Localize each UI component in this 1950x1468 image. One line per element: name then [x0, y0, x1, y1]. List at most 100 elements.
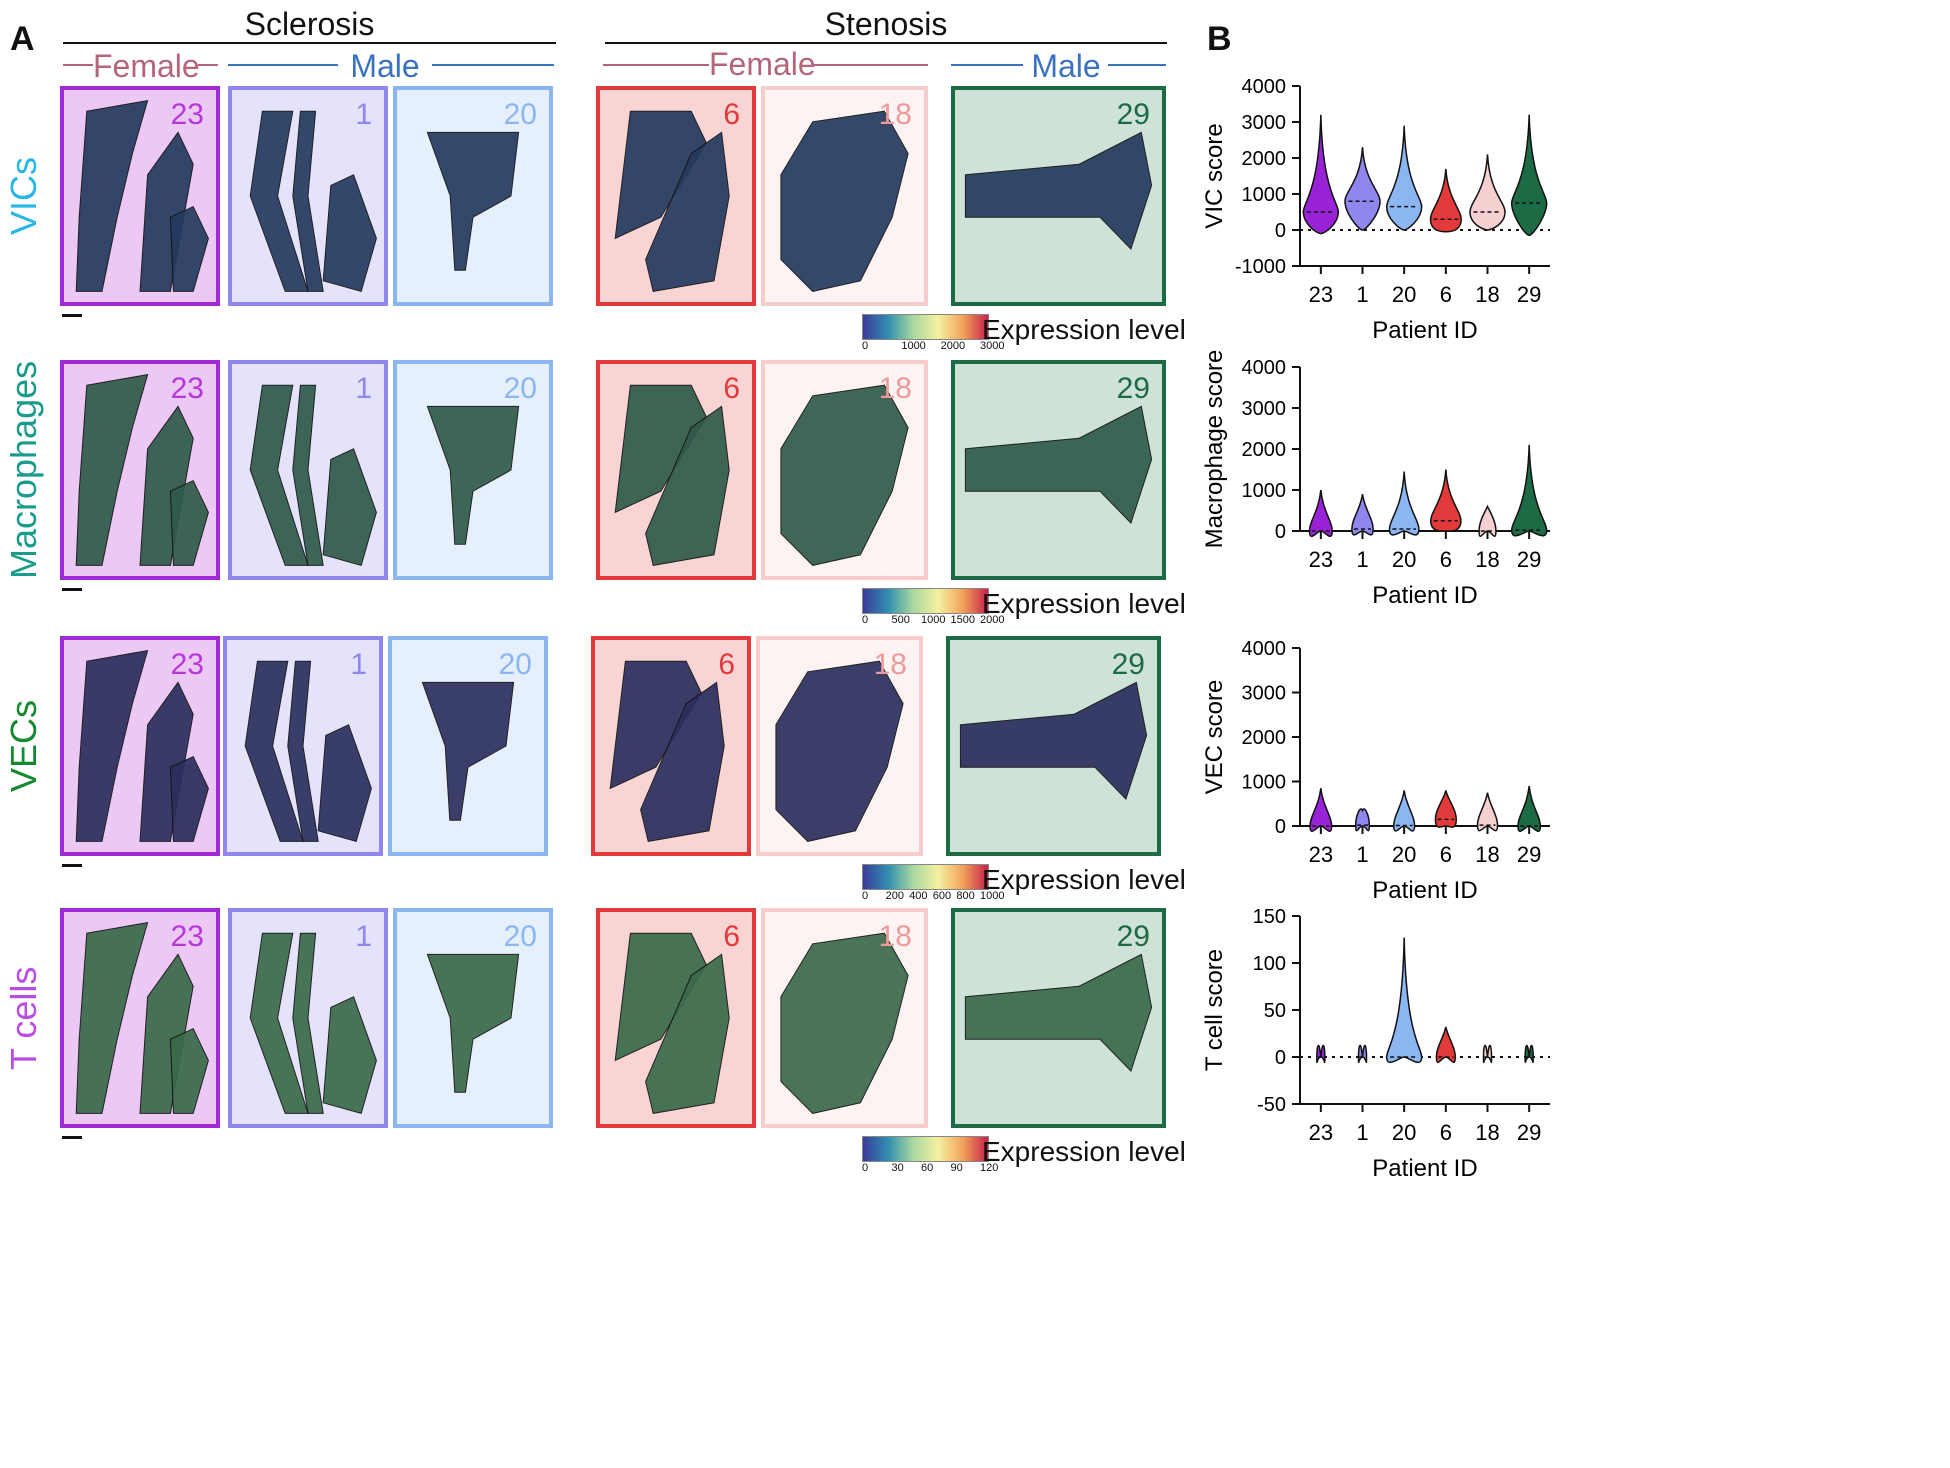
tissue-spot-region: [780, 932, 909, 1114]
violin-6: [1430, 469, 1462, 532]
tissue-section-23: [75, 373, 209, 566]
tissue-section-23: [75, 921, 209, 1114]
patient-id-label: 1: [355, 372, 372, 405]
expression-level-label: Expression level: [982, 314, 1186, 345]
tissue-spot-region: [426, 953, 520, 1093]
colorbar-tick: 1500: [950, 614, 975, 626]
tissue-tile-patient-23: 23: [60, 908, 220, 1128]
male-line-right: [432, 64, 554, 66]
tissue-section-20: [426, 405, 520, 545]
patient-id-label: 18: [878, 98, 912, 131]
tissue-spot-region: [645, 953, 730, 1114]
x-tick-label: 18: [1475, 547, 1499, 572]
row-label-t-cells: T cells: [3, 966, 44, 1070]
colorbar: [862, 864, 989, 890]
y-tick-label: 3000: [1242, 112, 1287, 134]
colorbar-ticks: 0 200 400 600 800 1000: [862, 890, 1004, 904]
expression-level-label: Expression level: [982, 864, 1186, 895]
colorbar-ticks: 0 1000 2000 3000: [862, 340, 1004, 354]
tissue-spot-region: [322, 174, 377, 293]
tissue-tile-patient-6: 6: [596, 908, 756, 1128]
tissue-spot-region: [964, 131, 1153, 250]
violin-plot-0: 4000 3000 2000 1000 0 -1000 VIC score 23 1 20 6 18 2…: [1201, 76, 1550, 344]
tissue-spot-region: [292, 110, 324, 292]
violin-6: [1429, 168, 1462, 233]
row-label-vecs: VECs: [3, 699, 44, 793]
y-tick-label: 2000: [1242, 727, 1287, 749]
violin-6: [1434, 790, 1457, 828]
tissue-tile-patient-23: 23: [60, 86, 220, 306]
patient-id-label: 23: [170, 372, 204, 405]
tissue-spot-region: [421, 681, 515, 821]
patient-id-label: 23: [170, 98, 204, 131]
tissue-tile-patient-18: 18: [761, 86, 928, 306]
male-line-left: [228, 64, 338, 66]
x-tick-label: 23: [1309, 282, 1333, 307]
violin-18: [1469, 154, 1506, 231]
y-tick-label: 1000: [1242, 772, 1287, 794]
patient-id-label: 18: [878, 920, 912, 953]
group-title-sclerosis: Sclerosis: [244, 6, 375, 42]
scale-bar: [62, 1136, 82, 1139]
x-tick-label: 1: [1356, 547, 1368, 572]
colorbar-tick: 2000: [980, 614, 1005, 626]
st-female-line-right: [814, 64, 928, 66]
violin-18: [1482, 1044, 1493, 1064]
tissue-spot-region: [292, 932, 324, 1114]
row-label-macrophages: Macrophages: [3, 360, 44, 580]
tissue-spot-region: [775, 660, 904, 842]
colorbar-tick: 1000: [901, 340, 926, 352]
tissue-section-18: [780, 384, 909, 566]
y-tick-label: -1000: [1235, 256, 1286, 278]
x-tick-label: 18: [1475, 282, 1499, 307]
y-axis-label: VEC score: [1201, 680, 1228, 795]
colorbar-tick: 90: [950, 1162, 963, 1174]
tissue-spot-region: [317, 724, 372, 843]
patient-id-label: 6: [723, 98, 740, 131]
violin-plot-2: 4000 3000 2000 1000 0 VEC score 23 1 20 6 18 29 Pati…: [1201, 638, 1550, 904]
tissue-spot-region: [139, 681, 194, 842]
violin-23: [1308, 489, 1333, 538]
y-tick-label: 0: [1275, 1047, 1286, 1069]
patient-id-label: 20: [503, 920, 537, 953]
tissue-tile-patient-18: 18: [761, 908, 928, 1128]
patient-id-label: 6: [723, 372, 740, 405]
tissue-section-18: [780, 110, 909, 292]
x-tick-label: 6: [1440, 547, 1452, 572]
tissue-spot-region: [426, 131, 520, 271]
x-tick-label: 6: [1440, 282, 1452, 307]
female-line-right: [198, 64, 218, 66]
x-tick-label: 20: [1392, 1120, 1416, 1145]
tissue-section-6: [614, 384, 730, 566]
scale-bar: [62, 864, 82, 867]
x-tick-label: 1: [1356, 842, 1368, 867]
x-tick-label: 23: [1309, 547, 1333, 572]
patient-id-label: 6: [718, 648, 735, 681]
y-tick-label: 100: [1253, 953, 1286, 975]
tissue-spot-region: [645, 131, 730, 292]
stenosis-male-label: Male: [1031, 48, 1101, 84]
tissue-spot-region: [964, 953, 1153, 1072]
violin-20: [1385, 937, 1423, 1064]
violin-29: [1524, 1044, 1534, 1064]
y-tick-label: 2000: [1242, 148, 1287, 170]
tissue-tile-patient-6: 6: [596, 86, 756, 306]
patient-id-label: 18: [873, 648, 907, 681]
tissue-spot-region: [959, 681, 1148, 800]
tissue-section-1: [244, 660, 372, 843]
x-tick-label: 29: [1517, 282, 1541, 307]
violin-29: [1510, 444, 1548, 537]
patient-id-label: 20: [503, 372, 537, 405]
female-line-left: [63, 64, 93, 66]
x-tick-label: 29: [1517, 1120, 1541, 1145]
y-tick-label: 1000: [1242, 480, 1287, 502]
patient-id-label: 23: [170, 920, 204, 953]
patient-id-label: 29: [1116, 98, 1150, 131]
colorbar-tick: 800: [956, 890, 975, 902]
x-tick-label: 20: [1392, 547, 1416, 572]
colorbar-tick: 1000: [921, 614, 946, 626]
patient-id-label: 29: [1111, 648, 1145, 681]
tissue-spot-region: [169, 479, 209, 566]
violin-plot-1: 4000 3000 2000 1000 0 Macrophage score 23 1 20 6 1…: [1201, 350, 1550, 609]
tissue-spot-region: [780, 384, 909, 566]
